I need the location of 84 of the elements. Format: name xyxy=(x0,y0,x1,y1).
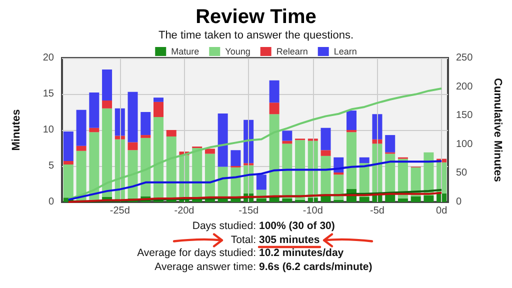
bar xyxy=(63,131,74,161)
bar xyxy=(154,102,164,118)
bar xyxy=(218,113,228,167)
bar xyxy=(269,102,280,114)
text: Average answer time: 9.6s (6.2 cards/minute) xyxy=(154,260,372,274)
x-tick-label: -20d xyxy=(174,206,194,216)
legend-label: Relearn xyxy=(276,46,308,56)
bar xyxy=(76,110,86,146)
bar xyxy=(128,142,138,150)
bar xyxy=(204,154,215,198)
bar xyxy=(410,196,421,202)
y-tick-label: 20 xyxy=(42,52,54,64)
bar xyxy=(166,130,176,136)
x-tick-label: -25d xyxy=(110,206,130,216)
legend-label: Mature xyxy=(171,46,200,56)
bar xyxy=(128,92,138,142)
bar xyxy=(398,198,408,202)
bar xyxy=(346,110,356,130)
text: Days studied: 100% (30 of 30) xyxy=(191,220,335,234)
bar xyxy=(256,174,266,190)
bar xyxy=(102,108,112,197)
bar xyxy=(140,135,151,138)
bar xyxy=(102,100,112,108)
x-tick-label: -10d xyxy=(302,206,323,216)
y2-axis-title: Cumulative Minutes xyxy=(492,78,504,182)
bar xyxy=(385,135,396,152)
bar xyxy=(166,136,176,198)
bar xyxy=(295,140,306,200)
y2-tick-label: 50 xyxy=(456,168,468,179)
bar xyxy=(63,164,74,198)
bar xyxy=(320,156,331,195)
y-tick-label: 10 xyxy=(42,124,54,136)
bar xyxy=(372,114,382,140)
bar xyxy=(282,144,292,198)
line-series xyxy=(67,88,443,200)
bar xyxy=(76,146,86,151)
bar xyxy=(359,157,370,164)
legend-label: Learn xyxy=(334,46,357,56)
bar xyxy=(114,108,125,136)
bar xyxy=(346,132,356,190)
chart-title: Review Time xyxy=(196,6,316,28)
line-series xyxy=(67,160,443,201)
bar xyxy=(320,150,331,156)
bar xyxy=(89,92,100,128)
bar xyxy=(76,150,86,201)
bar xyxy=(269,80,280,103)
bar xyxy=(308,198,318,202)
x-tick-label: -15d xyxy=(238,206,259,216)
bar xyxy=(269,114,280,197)
bar xyxy=(128,150,138,198)
bar xyxy=(334,172,344,175)
bar xyxy=(282,130,292,141)
x-tick-label: -5d xyxy=(370,206,384,216)
y-tick-label: 15 xyxy=(42,88,54,100)
bar xyxy=(140,112,151,136)
y2-tick-label: 100 xyxy=(456,138,474,150)
line-series xyxy=(67,192,443,203)
y2-tick-label: 200 xyxy=(456,81,474,92)
y-tick-label: 5 xyxy=(48,160,54,172)
y2-tick-label: 0 xyxy=(456,196,462,208)
bar xyxy=(204,148,215,154)
y-tick-label: 0 xyxy=(48,196,54,208)
bar xyxy=(282,198,292,202)
text: Average for days studied: 10.2 minutes/day xyxy=(136,247,344,260)
bar xyxy=(334,174,344,200)
bar xyxy=(89,128,100,132)
bar xyxy=(154,98,164,102)
text: Total: 305 minutes xyxy=(230,234,320,247)
y-axis-title: Minutes xyxy=(10,109,22,151)
bar xyxy=(424,196,434,202)
bar xyxy=(89,132,100,200)
bar xyxy=(256,198,266,202)
bar xyxy=(230,150,241,166)
y2-tick-label: 150 xyxy=(456,110,474,122)
bar xyxy=(102,70,112,100)
chart-subtitle: The time taken to answer the questions. xyxy=(158,30,354,42)
bar xyxy=(63,160,74,165)
x-tick-label: 0d xyxy=(436,206,448,216)
legend-label: Young xyxy=(225,46,250,56)
bar xyxy=(359,196,370,202)
y2-tick-label: 250 xyxy=(456,52,474,64)
bar xyxy=(140,138,151,196)
bar xyxy=(154,117,164,198)
bar xyxy=(320,128,331,150)
